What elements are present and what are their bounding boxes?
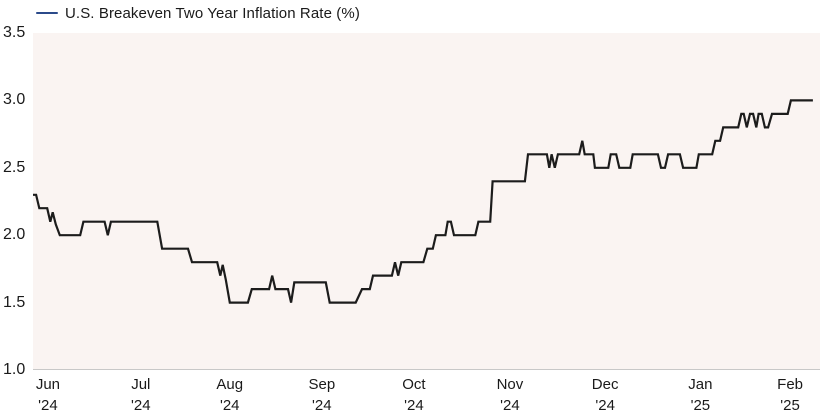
y-tick-label: 3.5 <box>3 24 26 41</box>
x-tick-label: Aug '24 <box>216 374 243 416</box>
x-tick-month: Oct <box>402 376 426 393</box>
y-tick-label: 2.5 <box>3 158 26 176</box>
y-axis: 3.5 3.0 2.5 2.0 1.5 1.0 <box>0 0 33 420</box>
x-axis: Jun '24 Jul '24 Aug '24 Sep '24 Oct '24 Nov '24 Dec '… <box>0 374 827 418</box>
x-tick-year: '24 <box>312 397 332 414</box>
y-tick-label: 1.0 <box>3 361 26 378</box>
x-tick-label: Nov '24 <box>497 374 524 416</box>
y-tick-label: 2.0 <box>3 226 26 244</box>
x-tick-label: Jul '24 <box>131 374 151 416</box>
x-tick-month: Aug <box>216 376 244 393</box>
x-tick-month: Nov <box>496 376 524 393</box>
x-tick-month: Dec <box>591 376 619 393</box>
x-tick-year: '25 <box>690 397 711 414</box>
legend-label: U.S. Breakeven Two Year Inflation Rate (… <box>65 4 360 22</box>
x-tick-label: Jun '24 <box>36 374 60 416</box>
y-tick-label: 3.0 <box>3 91 26 109</box>
line-chart-svg <box>33 99 813 304</box>
x-tick-month: Sep <box>308 376 336 393</box>
x-tick-month: Feb <box>777 376 804 393</box>
x-tick-label: Dec '24 <box>592 374 619 416</box>
x-tick-label: Feb '25 <box>777 374 803 416</box>
x-tick-year: '24 <box>131 397 151 414</box>
legend-line-swatch <box>36 12 58 14</box>
x-tick-label: Jan '25 <box>688 374 712 416</box>
x-tick-year: '24 <box>500 397 520 414</box>
y-tick-label: 1.5 <box>3 293 26 311</box>
x-tick-label: Oct '24 <box>402 374 425 416</box>
x-tick-month: Jun <box>35 376 61 393</box>
x-tick-year: '24 <box>38 397 58 414</box>
x-tick-label: Sep '24 <box>308 374 335 416</box>
x-tick-year: '24 <box>595 397 615 414</box>
x-tick-month: Jan <box>688 376 713 393</box>
inflation-rate-series <box>33 99 813 304</box>
x-tick-year: '24 <box>404 397 424 414</box>
legend: U.S. Breakeven Two Year Inflation Rate (… <box>36 4 360 22</box>
x-tick-year: '25 <box>780 397 800 414</box>
x-tick-year: '24 <box>219 397 240 414</box>
x-tick-month: Jul <box>131 376 151 393</box>
plot-area <box>33 33 820 370</box>
